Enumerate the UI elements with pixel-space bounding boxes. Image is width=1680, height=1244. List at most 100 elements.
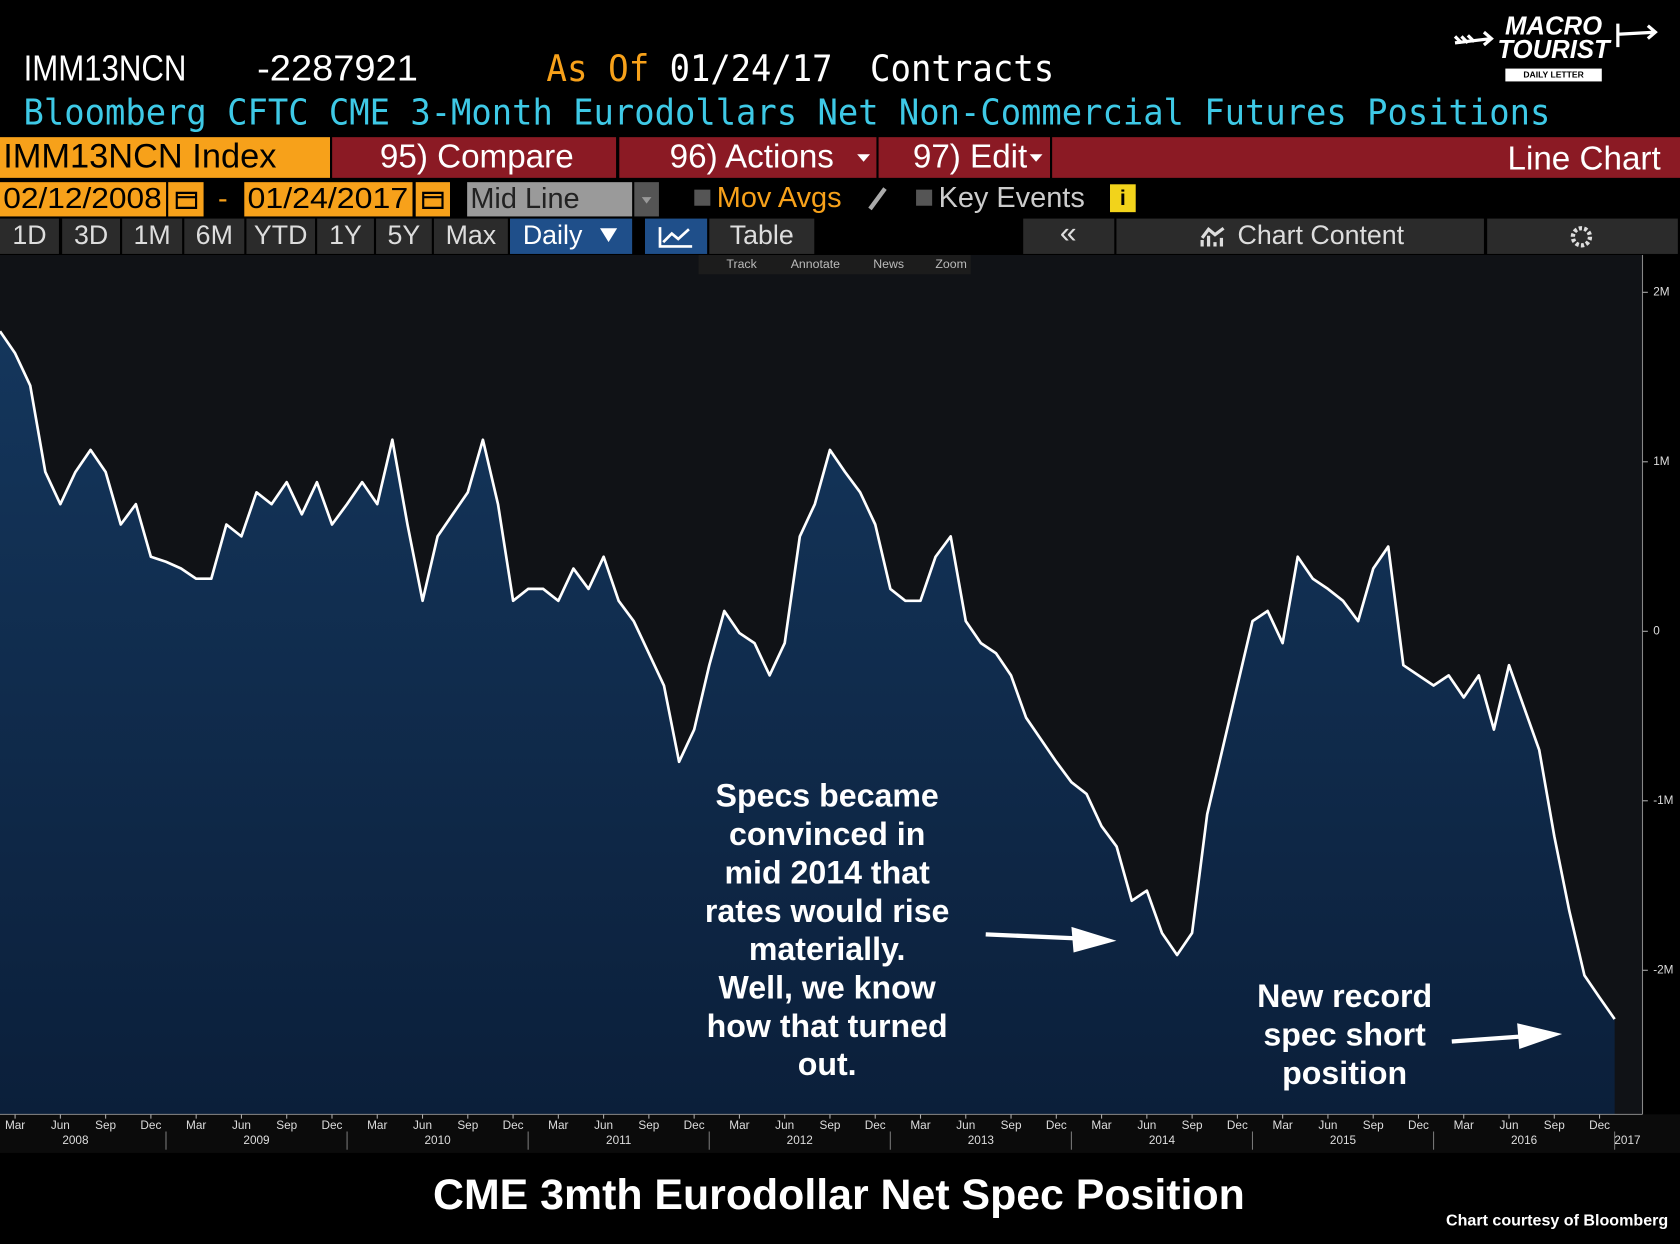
x-tick-label: Dec	[140, 1119, 161, 1132]
x-tick-label: Sep	[95, 1119, 116, 1132]
period-button[interactable]	[184, 218, 245, 254]
dropdown-arrow	[600, 228, 618, 243]
view-button[interactable]	[1052, 137, 1680, 178]
actions: 96) Actions	[670, 138, 834, 175]
tool-label: Zoom	[935, 257, 966, 271]
compare: 95) Compare	[380, 138, 574, 175]
annotation-text: mid 2014 that	[724, 854, 930, 890]
logo-line: MACRO	[1505, 13, 1602, 41]
period-label: 6M	[196, 220, 233, 250]
tool-label: Annotate	[791, 257, 840, 271]
end-date-box[interactable]	[244, 182, 413, 217]
edit-button[interactable]	[878, 137, 1050, 178]
data-line	[0, 330, 1616, 1020]
compare-button[interactable]	[332, 137, 617, 178]
year-label: 2011	[606, 1134, 631, 1147]
area-fill	[0, 331, 1615, 1115]
as-of-date: 01/24/17	[670, 47, 833, 90]
checkbox[interactable]	[694, 189, 711, 206]
y-tick-label: -2M	[1653, 963, 1673, 976]
collapse-button[interactable]	[1023, 218, 1115, 254]
period-button[interactable]	[433, 218, 508, 254]
units: Contracts	[870, 47, 1054, 90]
period-button[interactable]	[122, 218, 183, 254]
x-tick-label: Dec	[865, 1119, 886, 1132]
info-icon: i	[1120, 186, 1126, 210]
key-events: Key Events	[939, 182, 1085, 214]
actions-button[interactable]	[619, 137, 877, 178]
period-label: Max	[446, 220, 497, 250]
period-label: 3D	[74, 220, 108, 250]
x-tick-label: Mar	[186, 1119, 206, 1132]
annotation-text: New record	[1257, 978, 1432, 1014]
year-label: 2013	[968, 1134, 995, 1147]
period-button[interactable]	[317, 218, 374, 254]
x-tick-label: Jun	[1500, 1119, 1519, 1132]
x-tick-label: Dec	[322, 1119, 343, 1132]
chart-content-button[interactable]	[1116, 218, 1484, 254]
period-label: 1M	[134, 220, 171, 250]
x-tick-label: Mar	[548, 1119, 568, 1132]
x-tick-label: Jun	[51, 1119, 70, 1132]
x-tick-label: Jun	[232, 1119, 251, 1132]
annotation-text: out.	[798, 1046, 857, 1082]
x-tick-label: Sep	[457, 1119, 478, 1132]
collapse-icon: «	[1060, 217, 1077, 250]
start-date-box[interactable]	[0, 182, 167, 217]
x-tick-label: Sep	[1001, 1119, 1022, 1132]
x-tick-label: Jun	[594, 1119, 613, 1132]
arrowhead	[1517, 1023, 1563, 1049]
x-tick-label: Sep	[1544, 1119, 1565, 1132]
x-tick-label: Sep	[1182, 1119, 1203, 1132]
period-button[interactable]	[246, 218, 315, 254]
security-box[interactable]	[0, 137, 330, 178]
x-tick-label: Sep	[1363, 1119, 1384, 1132]
x-axis-band	[0, 1114, 1680, 1153]
logo-line: TOURIST	[1497, 36, 1612, 64]
x-tick-label: Jun	[1137, 1119, 1156, 1132]
price-mode-box[interactable]	[467, 182, 633, 217]
pencil-icon[interactable]	[868, 187, 887, 211]
chart-content-icon	[1200, 226, 1225, 247]
year-label: 2015	[1330, 1134, 1357, 1147]
x-tick-label: Sep	[276, 1119, 297, 1132]
annotation-arrow	[1451, 1033, 1527, 1044]
x-tick-label: Jun	[956, 1119, 975, 1132]
credit: Chart courtesy of Bloomberg	[1446, 1212, 1668, 1230]
x-tick-label: Mar	[367, 1119, 387, 1132]
x-tick-label: Dec	[1408, 1119, 1429, 1132]
chart-title: CME 3mth Eurodollar Net Spec Position	[433, 1171, 1245, 1219]
logo-arrow	[1616, 23, 1658, 48]
description: Bloomberg CFTC CME 3-Month Eurodollars N…	[24, 93, 1551, 134]
period-button[interactable]	[62, 218, 120, 254]
year-label: 2012	[787, 1134, 813, 1147]
start-date: 02/12/2008	[3, 183, 162, 215]
calendar-button[interactable]	[415, 182, 450, 217]
annotation-text: materially.	[749, 931, 906, 967]
x-tick-label: Dec	[1046, 1119, 1067, 1132]
annotation-text: position	[1282, 1055, 1407, 1091]
period-button[interactable]	[0, 218, 59, 254]
table-button[interactable]	[709, 218, 815, 254]
x-tick-label: Jun	[1318, 1119, 1337, 1132]
period-label: 5Y	[388, 220, 421, 250]
x-tick-label: Jun	[775, 1119, 794, 1132]
x-tick-label: Dec	[684, 1119, 705, 1132]
info-button[interactable]	[1110, 184, 1136, 213]
y-tick-label: 0	[1653, 624, 1660, 637]
period-button[interactable]	[376, 218, 432, 254]
logo-arrow	[1453, 30, 1494, 47]
calendar-icon	[175, 191, 198, 209]
settings-button[interactable]	[1487, 218, 1678, 254]
x-tick-label: Mar	[1454, 1119, 1474, 1132]
calendar-button[interactable]	[168, 182, 204, 217]
calendar-icon	[422, 191, 444, 209]
x-tick-label: Sep	[638, 1119, 659, 1132]
chart-icon	[658, 227, 693, 248]
period-label: YTD	[254, 220, 308, 250]
checkbox[interactable]	[916, 189, 933, 206]
annotation-arrow	[985, 932, 1083, 941]
date-separator: -	[218, 183, 228, 215]
